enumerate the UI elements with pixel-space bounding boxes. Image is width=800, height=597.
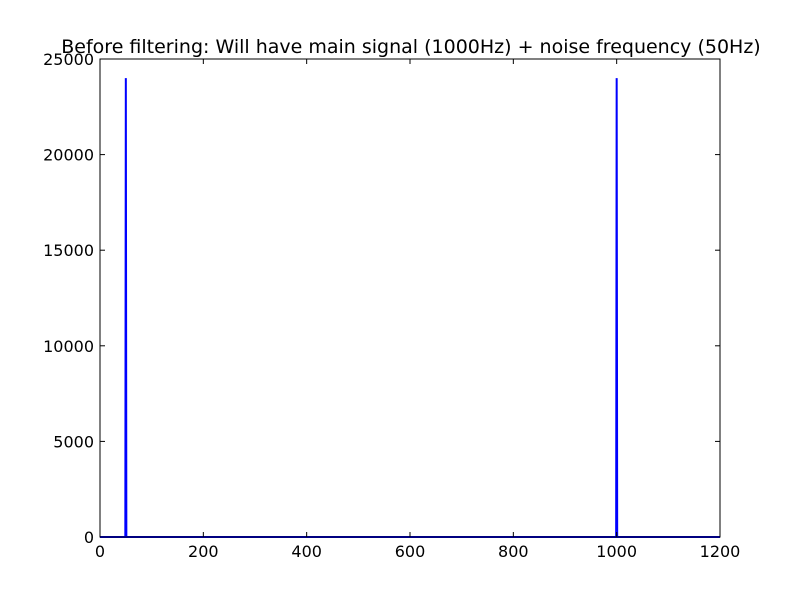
x-tick-label: 400 bbox=[291, 542, 322, 561]
plot-series bbox=[100, 78, 720, 538]
y-tick-label: 5000 bbox=[53, 432, 94, 451]
x-tick-label: 0 bbox=[95, 542, 105, 561]
chart-title: Before filtering: Will have main signal … bbox=[61, 36, 760, 58]
x-axis: 0 200 400 600 800 1000 1200 bbox=[95, 59, 740, 561]
x-tick-label: 600 bbox=[395, 542, 426, 561]
y-tick-label: 10000 bbox=[43, 337, 94, 356]
y-tick-label: 20000 bbox=[43, 146, 94, 165]
x-tick-label: 1000 bbox=[596, 542, 637, 561]
plot-frame bbox=[99, 58, 721, 538]
y-tick-label: 15000 bbox=[43, 241, 94, 260]
x-tick-label: 200 bbox=[188, 542, 219, 561]
y-tick-label: 25000 bbox=[43, 50, 94, 69]
x-tick-label: 800 bbox=[498, 542, 529, 561]
series-line-0 bbox=[100, 78, 720, 538]
y-tick-label: 0 bbox=[84, 528, 94, 547]
x-tick-label: 1200 bbox=[700, 542, 741, 561]
y-axis: 0 5000 10000 15000 20000 25000 bbox=[43, 50, 720, 547]
